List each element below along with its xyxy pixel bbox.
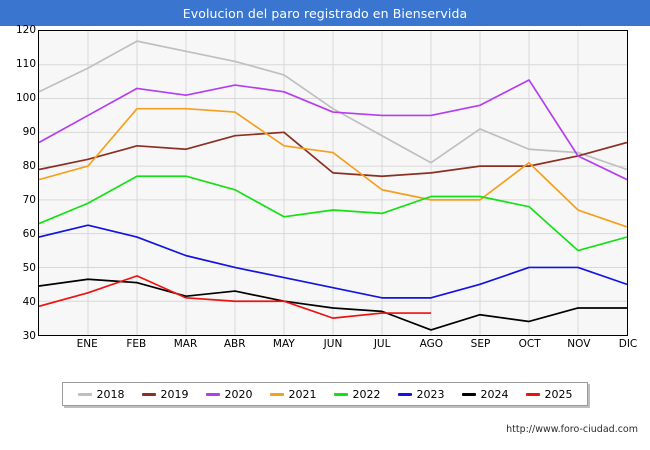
chart-legend: 2018 2019 2020 2021 2022 2023 2024 2025: [62, 382, 588, 406]
series-line-2025: [39, 275, 432, 319]
series-line-2021: [39, 107, 627, 228]
window-title-bar: Evolucion del paro registrado en Bienser…: [0, 0, 650, 26]
x-tick-label-feb: FEB: [126, 338, 147, 350]
legend-item-label: 2021: [288, 387, 317, 401]
y-tick-label: 50: [22, 262, 36, 274]
x-tick-label-nov: NOV: [567, 338, 591, 350]
legend-item-label: 2023: [416, 387, 445, 401]
legend-item-2018[interactable]: 2018: [77, 387, 125, 401]
legend-item-2023[interactable]: 2023: [397, 387, 445, 401]
legend-item-label: 2025: [544, 387, 573, 401]
y-tick-label: 80: [22, 160, 36, 172]
series-line-2024: [39, 278, 627, 331]
legend-item-label: 2019: [160, 387, 189, 401]
y-tick-label: 120: [15, 24, 36, 36]
series-line-2020: [39, 79, 627, 181]
y-tick-label: 40: [22, 296, 36, 308]
x-tick-label-jun: JUN: [323, 338, 343, 350]
legend-item-label: 2022: [352, 387, 381, 401]
y-tick-label: 100: [15, 92, 36, 104]
source-url: http://www.foro-ciudad.com: [506, 424, 638, 435]
legend-item-2020[interactable]: 2020: [205, 387, 253, 401]
grid-lines: [39, 31, 627, 335]
x-tick-label-jul: JUL: [373, 338, 391, 350]
y-tick-label: 70: [22, 194, 36, 206]
legend-item-2019[interactable]: 2019: [141, 387, 189, 401]
x-tick-label-sep: SEP: [470, 338, 491, 350]
y-axis: 30 40 50 60 70 80 90 100 110 120: [0, 24, 36, 342]
legend-item-label: 2020: [224, 387, 253, 401]
plot-area: [38, 30, 628, 336]
legend-item-2022[interactable]: 2022: [333, 387, 381, 401]
x-tick-label-may: MAY: [272, 338, 295, 350]
legend-item-2024[interactable]: 2024: [461, 387, 509, 401]
series-line-2019: [39, 131, 627, 178]
x-axis: ENE FEB MAR ABR MAY JUN JUL AGO SEP OCT NOV DIC: [38, 338, 638, 356]
legend-item-label: 2018: [96, 387, 125, 401]
page-title: Evolucion del paro registrado en Bienser…: [182, 5, 468, 21]
legend-item-label: 2024: [480, 387, 509, 401]
y-tick-label: 110: [15, 58, 36, 70]
y-tick-label: 90: [22, 126, 36, 138]
series-line-2023: [39, 224, 627, 299]
legend-swatch-icon: [525, 392, 540, 396]
legend-item-2021[interactable]: 2021: [269, 387, 317, 401]
x-tick-label-ago: AGO: [419, 338, 444, 350]
legend-swatch-icon: [141, 392, 156, 396]
legend-swatch-icon: [397, 392, 412, 396]
x-tick-label-dic: DIC: [618, 338, 638, 350]
legend-swatch-icon: [269, 392, 284, 396]
y-tick-label: 60: [22, 228, 36, 240]
x-tick-label-ene: ENE: [76, 338, 98, 350]
series-line-2022: [39, 175, 627, 252]
series-line-2018: [39, 40, 627, 171]
legend-item-2025[interactable]: 2025: [525, 387, 573, 401]
legend-swatch-icon: [205, 392, 220, 396]
legend-swatch-icon: [461, 392, 476, 396]
series-lines: [39, 40, 627, 331]
x-tick-label-oct: OCT: [518, 338, 541, 350]
legend-swatch-icon: [333, 392, 348, 396]
y-tick-label: 30: [22, 330, 36, 342]
x-tick-label-mar: MAR: [173, 338, 198, 350]
legend-swatch-icon: [77, 392, 92, 396]
x-tick-label-abr: ABR: [223, 338, 246, 350]
